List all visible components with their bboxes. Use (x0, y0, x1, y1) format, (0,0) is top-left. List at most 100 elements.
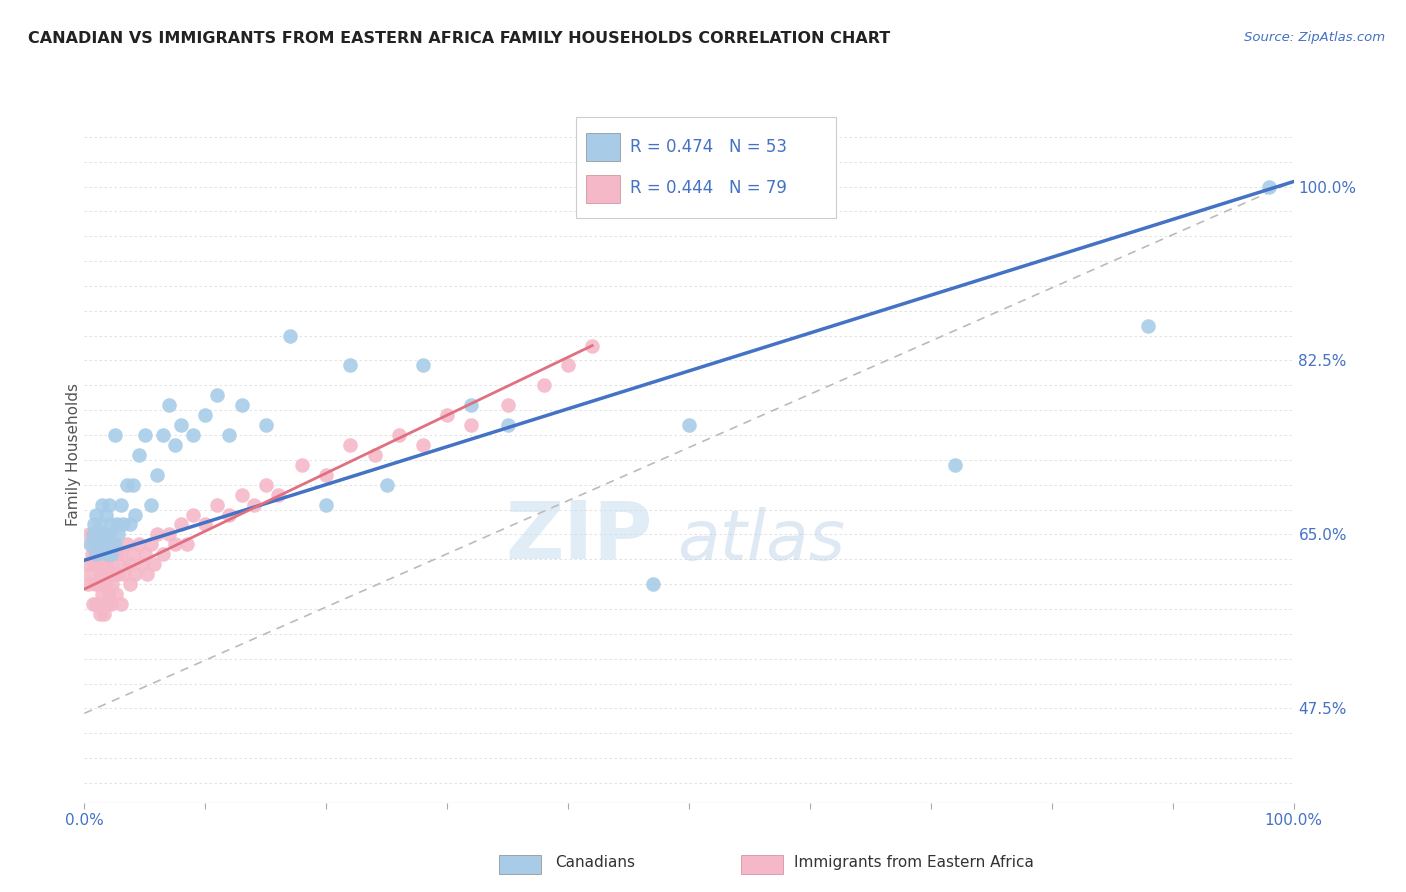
Point (152, 547, 174, 561)
Point (86, 547, 108, 561)
Point (139, 498, 162, 512)
Point (110, 597, 132, 611)
Point (93, 607, 115, 621)
Point (254, 418, 277, 433)
Point (943, 458, 966, 472)
Point (315, 467, 337, 482)
Point (112, 567, 135, 582)
Point (557, 359, 579, 373)
Point (101, 577, 124, 591)
Point (363, 448, 385, 462)
Point (87, 537, 110, 551)
Point (112, 558, 135, 572)
Point (412, 359, 434, 373)
Point (134, 547, 156, 561)
Point (94, 508, 117, 522)
Point (115, 537, 138, 551)
Text: ZIP: ZIP (505, 498, 652, 575)
Point (124, 567, 146, 582)
Text: Canadians: Canadians (555, 855, 636, 870)
Point (143, 558, 166, 572)
Point (136, 567, 159, 582)
Point (84, 547, 107, 561)
Point (110, 498, 132, 512)
FancyBboxPatch shape (576, 118, 837, 219)
Point (93, 527, 115, 541)
Point (97, 587, 120, 601)
Point (291, 458, 314, 472)
Point (115, 477, 138, 491)
Point (460, 398, 482, 412)
Point (104, 587, 127, 601)
Point (139, 537, 162, 551)
Point (165, 438, 187, 452)
Point (77, 577, 100, 591)
Point (218, 428, 240, 442)
FancyBboxPatch shape (586, 134, 620, 161)
Point (118, 558, 141, 572)
Point (103, 537, 125, 551)
Point (339, 438, 361, 452)
Y-axis label: Family Households: Family Households (66, 384, 80, 526)
Point (87, 547, 110, 561)
Point (89, 517, 111, 532)
Point (97, 547, 120, 561)
Point (96, 597, 118, 611)
Point (339, 359, 361, 373)
Point (112, 517, 135, 532)
Text: CANADIAN VS IMMIGRANTS FROM EASTERN AFRICA FAMILY HOUSEHOLDS CORRELATION CHART: CANADIAN VS IMMIGRANTS FROM EASTERN AFRI… (28, 31, 890, 46)
Point (231, 398, 253, 412)
Point (131, 558, 153, 572)
Point (105, 547, 128, 561)
Point (82, 527, 104, 541)
Point (97, 527, 120, 541)
Point (121, 547, 143, 561)
Point (100, 597, 122, 611)
Text: Immigrants from Eastern Africa: Immigrants from Eastern Africa (794, 855, 1035, 870)
Text: atlas: atlas (676, 507, 845, 574)
Point (96, 547, 118, 561)
Point (84, 577, 107, 591)
Point (152, 428, 174, 442)
Point (105, 517, 128, 532)
Point (641, 577, 664, 591)
Point (83, 517, 105, 532)
Point (100, 517, 122, 532)
Point (94, 547, 117, 561)
Point (107, 567, 129, 582)
Point (194, 408, 217, 422)
Point (254, 477, 277, 491)
Point (181, 428, 204, 442)
Point (90, 567, 112, 582)
Point (82, 597, 104, 611)
Point (120, 577, 142, 591)
Point (96, 558, 118, 572)
Point (120, 517, 142, 532)
Point (181, 508, 204, 522)
Point (146, 527, 169, 541)
Point (89, 607, 111, 621)
Point (100, 547, 122, 561)
Point (157, 398, 180, 412)
Point (83, 527, 105, 541)
Point (100, 558, 122, 572)
Point (79, 537, 101, 551)
Point (1137, 318, 1160, 333)
Text: R = 0.474   N = 53: R = 0.474 N = 53 (630, 137, 787, 156)
Point (90, 537, 112, 551)
Point (83, 558, 105, 572)
Point (124, 508, 146, 522)
Point (165, 537, 187, 551)
Point (104, 567, 127, 582)
Point (496, 398, 519, 412)
Point (91, 527, 114, 541)
Point (86, 508, 108, 522)
Point (98, 567, 121, 582)
Point (176, 537, 198, 551)
Point (267, 488, 290, 502)
Point (231, 488, 253, 502)
Point (315, 498, 337, 512)
Point (533, 378, 555, 392)
Point (97, 498, 120, 512)
Point (86, 558, 108, 572)
